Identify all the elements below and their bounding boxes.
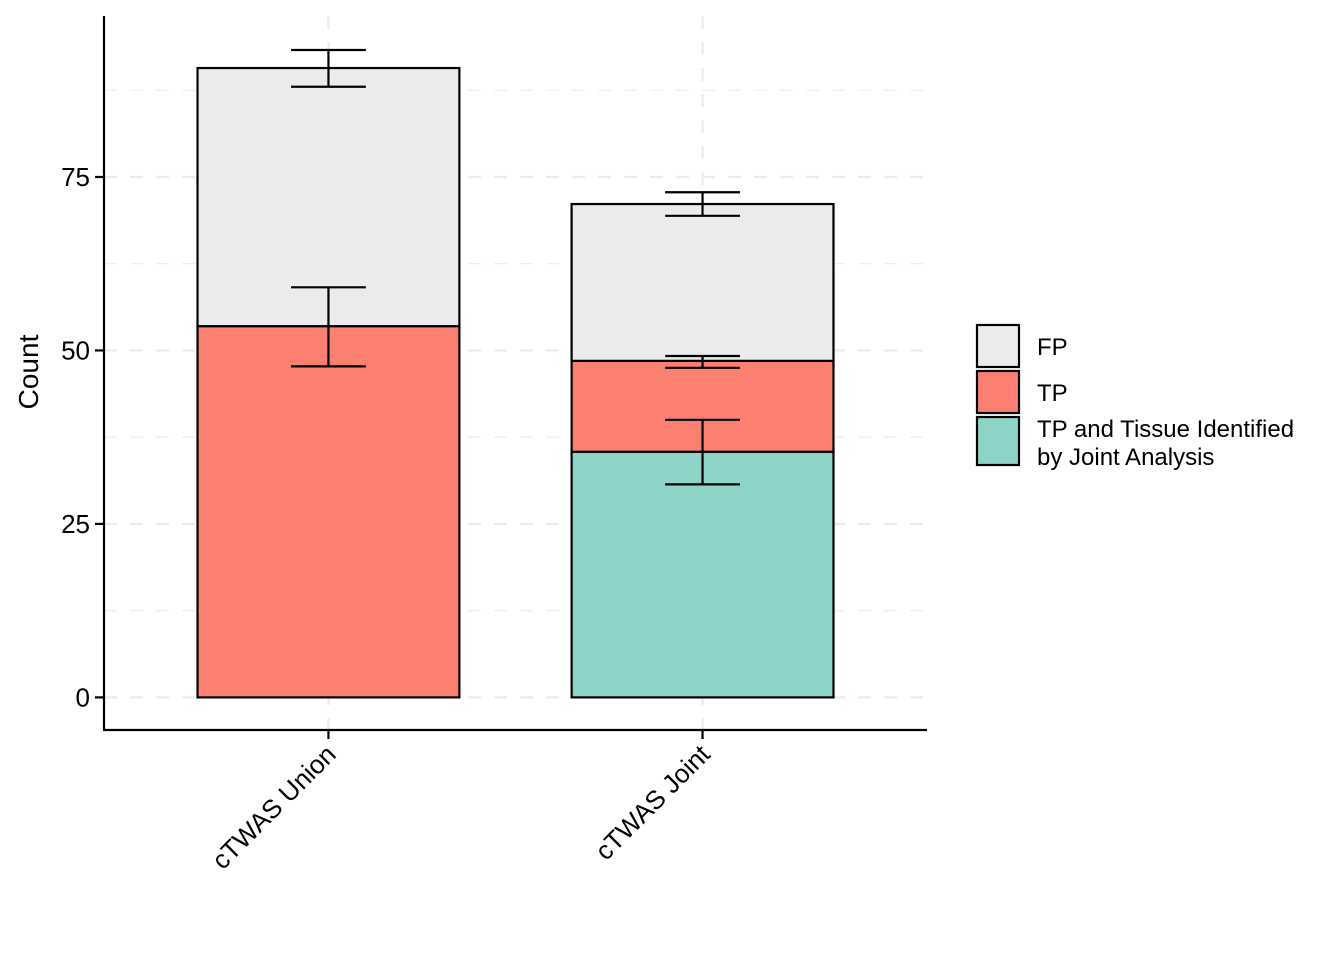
bar-segment-fp	[570, 202, 835, 362]
legend: FP TP TP and Tissue Identified by Joint Ana…	[975, 323, 1294, 471]
legend-label: TP	[1037, 380, 1068, 407]
x-ticks: cTWAS Union cTWAS Joint	[206, 730, 716, 875]
y-axis-title: Count	[13, 334, 44, 409]
bar-segment-tp	[196, 325, 461, 699]
legend-item-tp: TP	[975, 369, 1068, 415]
legend-label: TP and Tissue Identified by Joint Analysi…	[1037, 416, 1294, 471]
bars	[196, 66, 835, 699]
bar-segment-fp	[196, 66, 461, 328]
legend-label: FP	[1037, 334, 1068, 361]
error-bar	[665, 354, 740, 369]
error-bar	[291, 286, 366, 368]
legend-key	[975, 369, 1021, 415]
x-tick-label: cTWAS Joint	[589, 738, 716, 865]
error-bar	[665, 418, 740, 486]
legend-item-tp-and-tissue-identified-by-joint-analysis: TP and Tissue Identified by Joint Analysi…	[975, 415, 1294, 471]
y-tick-label: 50	[61, 335, 90, 365]
y-tick-label: 0	[76, 682, 90, 712]
y-tick-label: 25	[61, 509, 90, 539]
y-ticks: 0 25 50 75	[61, 162, 104, 712]
error-bar	[291, 48, 366, 88]
axes	[102, 16, 927, 732]
error-bars	[291, 48, 740, 486]
legend-item-fp: FP	[975, 323, 1068, 369]
legend-key	[975, 323, 1021, 369]
error-bar	[665, 191, 740, 217]
x-tick-label: cTWAS Union	[206, 739, 342, 875]
bar-segment-tp-and-tissue-identified-by-joint-analysis	[570, 450, 835, 699]
y-tick-label: 75	[61, 162, 90, 192]
legend-key	[975, 415, 1021, 467]
